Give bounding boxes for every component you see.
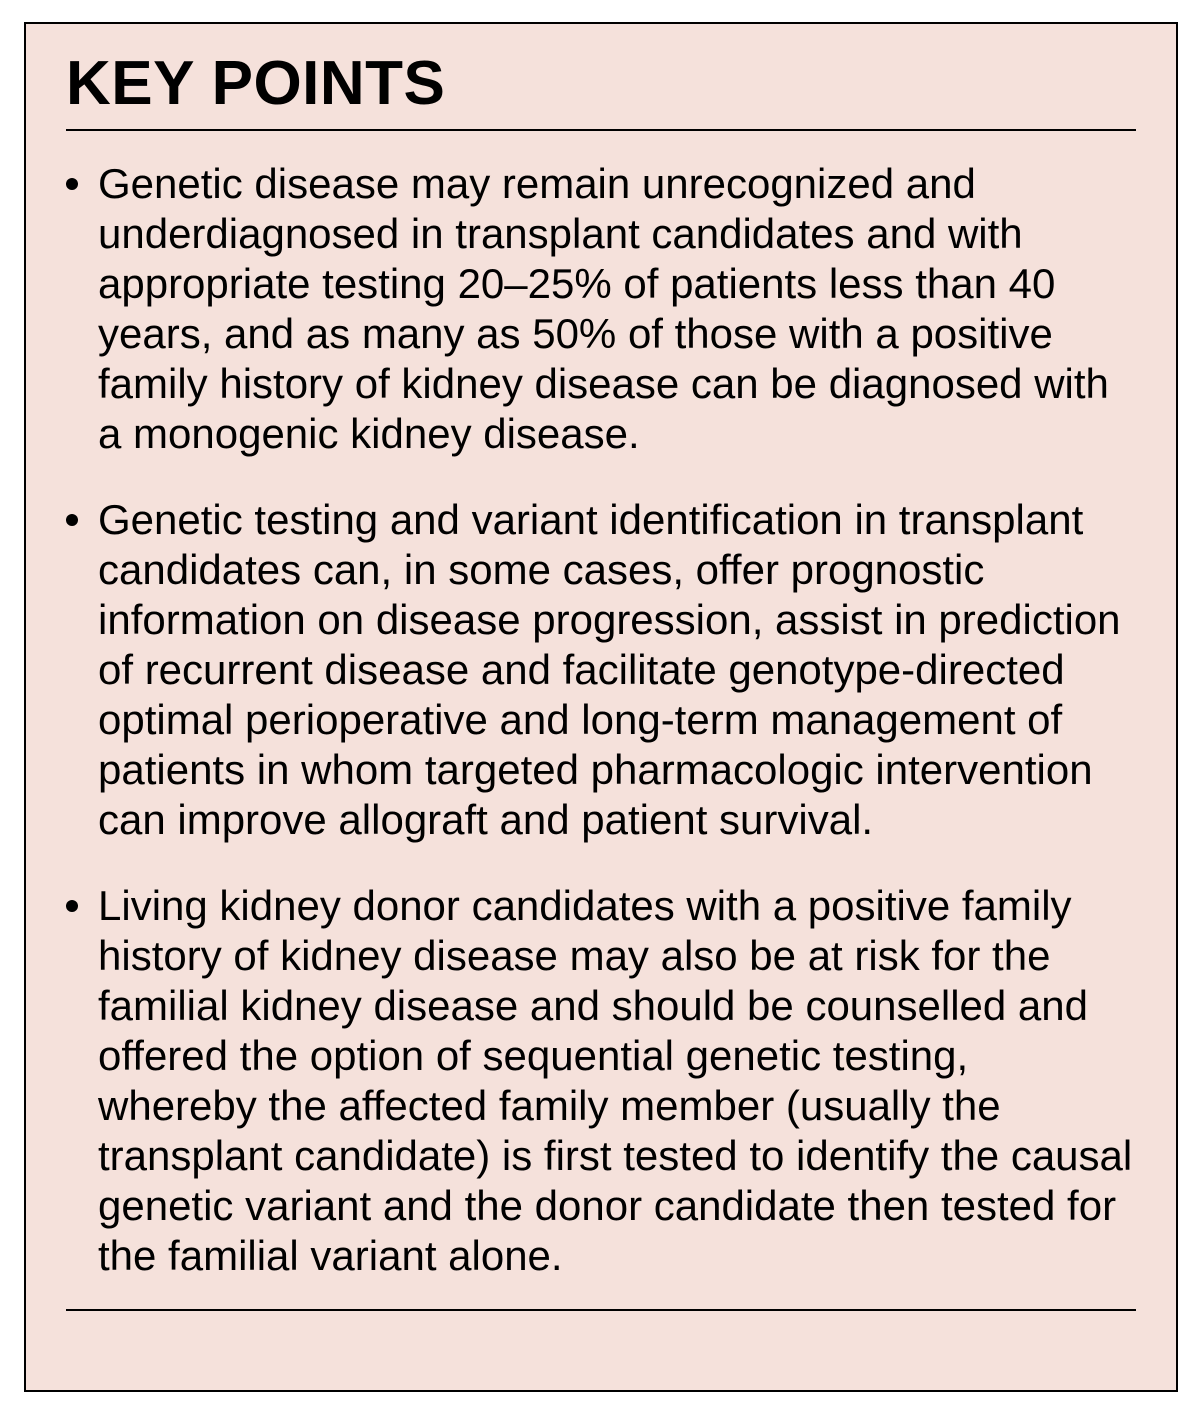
list-item: Genetic disease may remain unrecognized …: [66, 159, 1136, 459]
key-points-list: Genetic disease may remain unrecognized …: [66, 159, 1136, 1281]
title-underline: [66, 129, 1136, 131]
bottom-rule: [66, 1309, 1136, 1311]
key-points-card: KEY POINTS Genetic disease may remain un…: [24, 22, 1178, 1392]
list-item: Living kidney donor candidates with a po…: [66, 881, 1136, 1281]
card-title: KEY POINTS: [66, 48, 1136, 119]
list-item: Genetic testing and variant identificati…: [66, 495, 1136, 845]
